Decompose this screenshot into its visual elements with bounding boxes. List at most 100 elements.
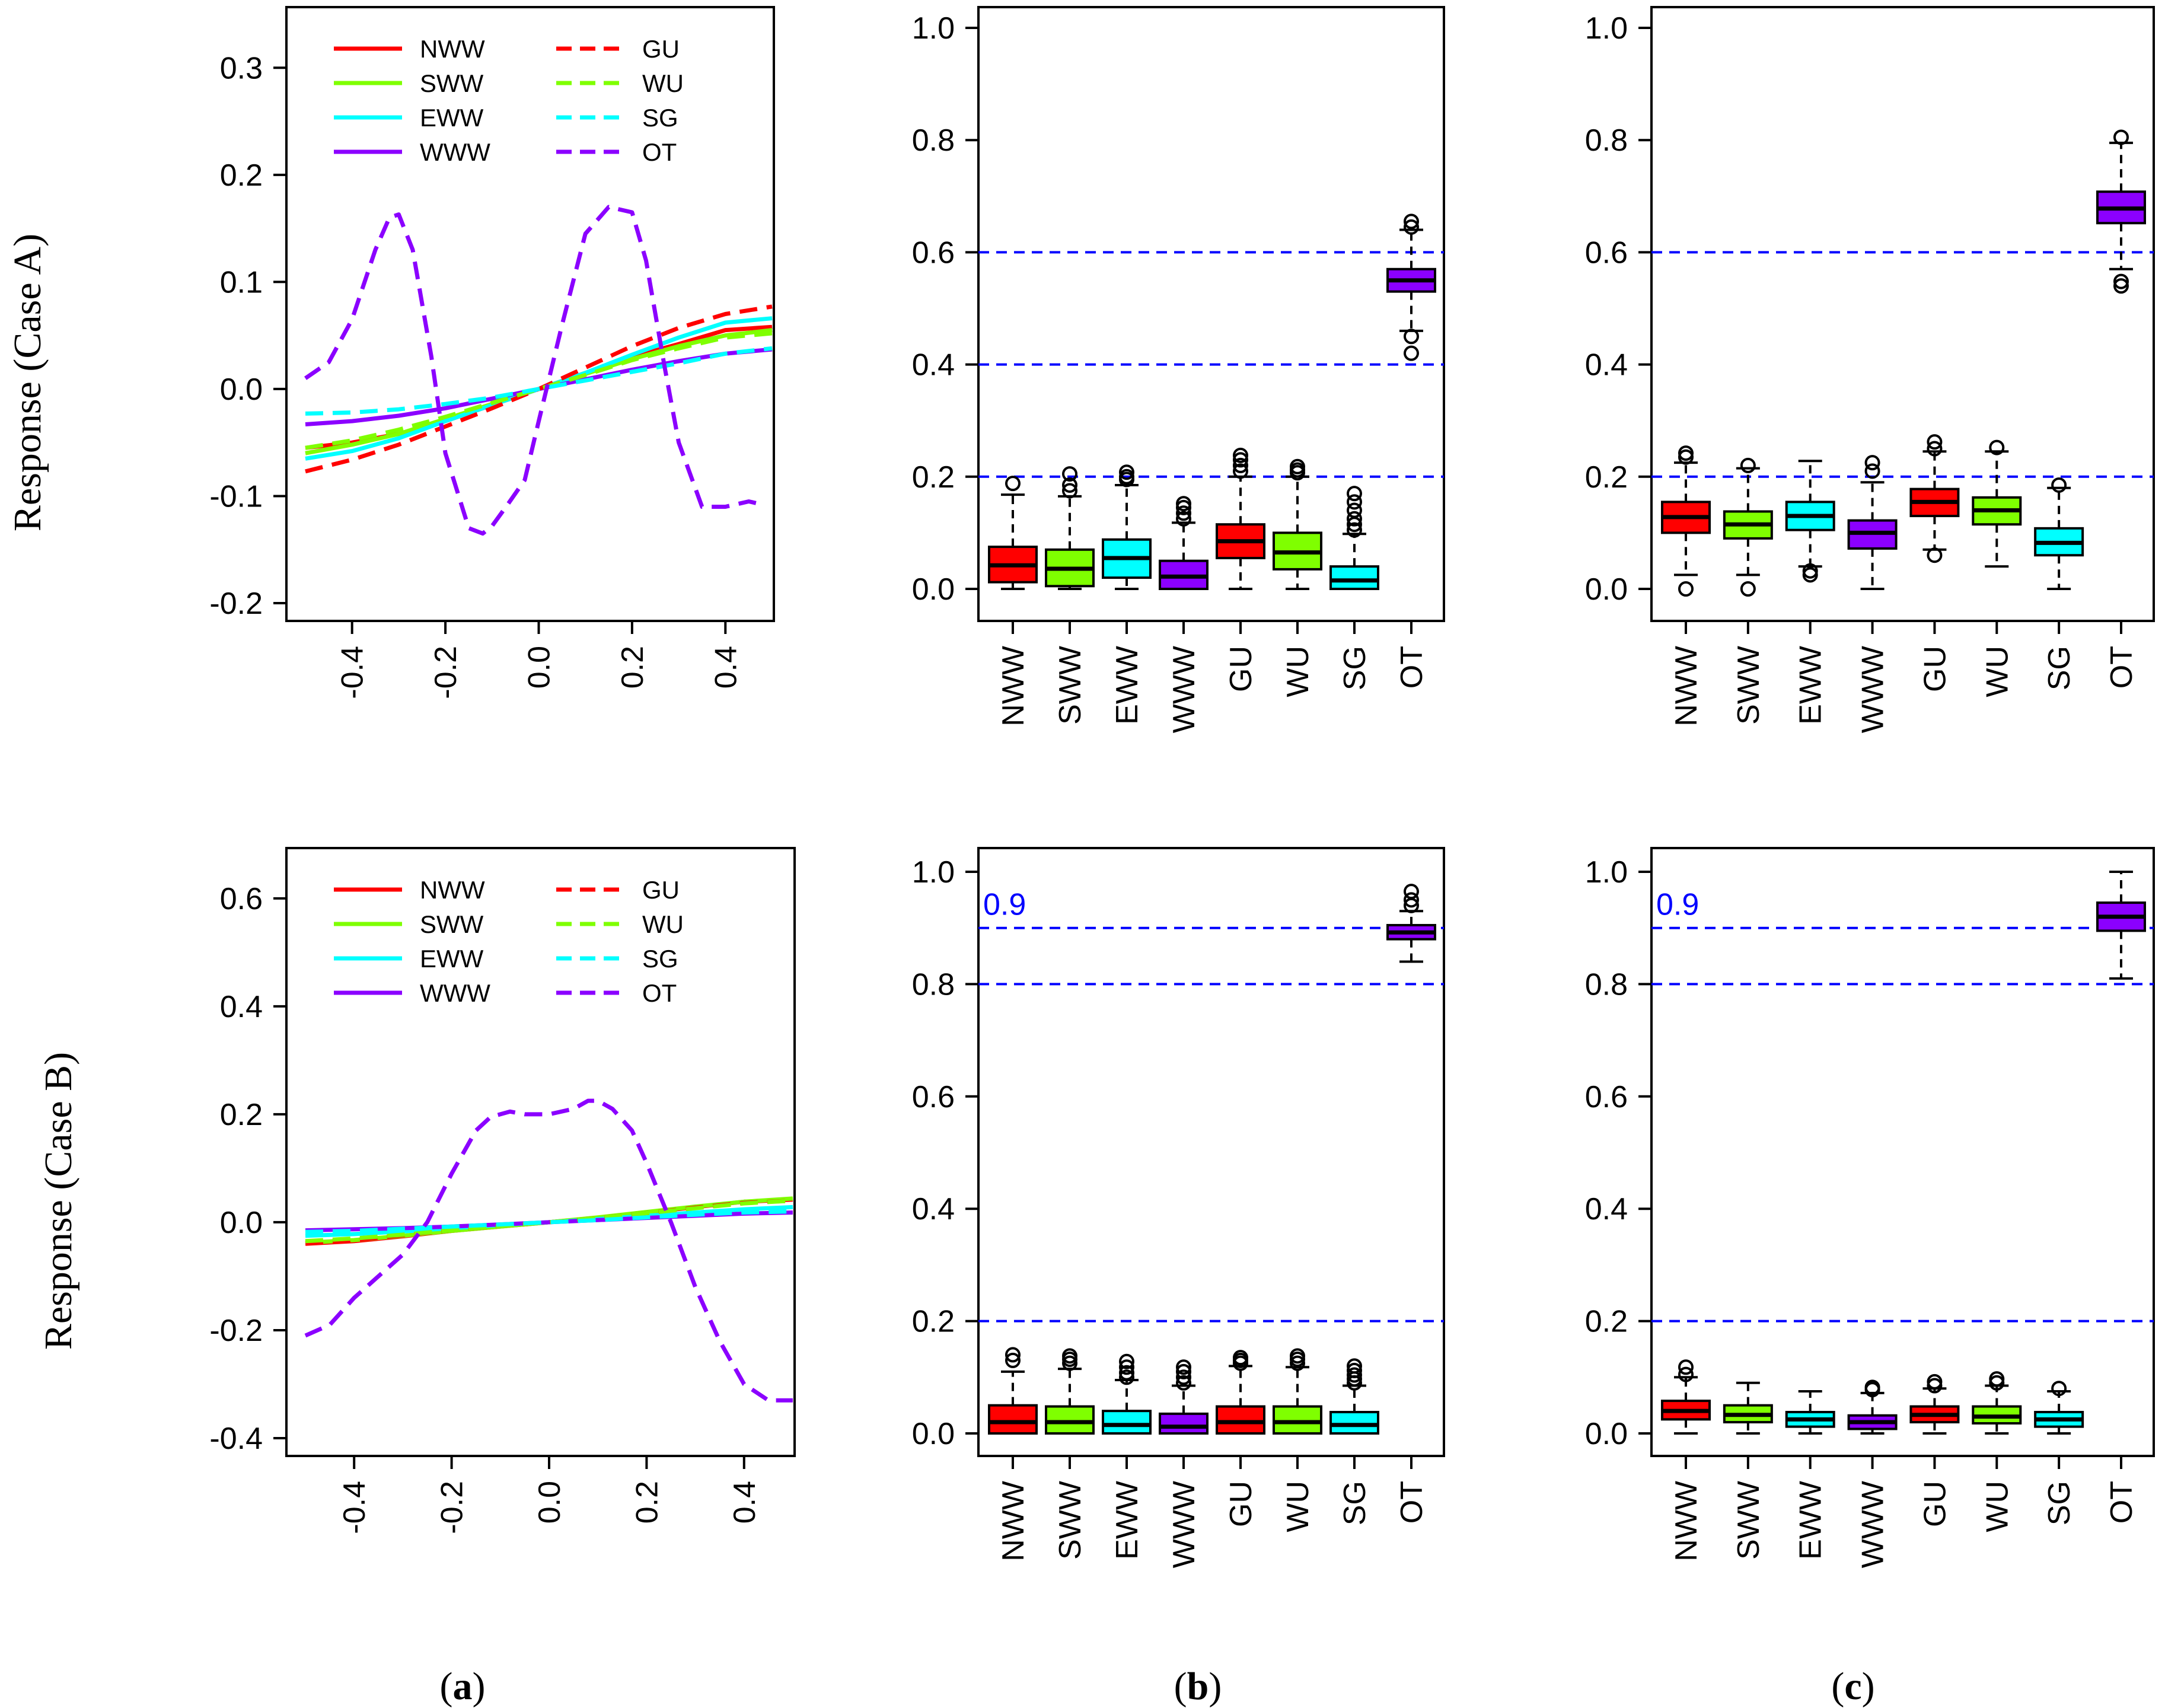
x-tick-label: OT [2105,646,2139,689]
y-tick-label: 0.6 [1585,235,1628,270]
legend-label-ot: OT [642,979,677,1007]
outlier-point [2113,129,2129,145]
outlier-point [1864,455,1880,471]
box-body [988,1404,1038,1435]
plot-frame [285,847,796,1457]
box-body [1102,1410,1152,1435]
box-body [1329,565,1379,590]
outlier-point [1404,884,1419,900]
box-wu [1273,1348,1322,1435]
y-tick-label: 0.6 [220,882,263,916]
x-tick-label: 0.4 [709,646,743,689]
y-tick-label: 0.0 [220,1206,263,1240]
x-tick-label: SWW [1053,646,1088,725]
x-tick-label: 0.4 [728,1481,762,1524]
x-tick-label: GU [1224,1481,1258,1527]
legend-label-gu: GU [642,35,680,63]
outlier-point [1119,1365,1134,1381]
outlier-point [1005,1352,1021,1368]
outlier-point [1176,511,1191,527]
box-nww [1661,445,1711,597]
box-ot [1386,884,1436,963]
row-label-case-b: Response (Case B) [37,1052,80,1350]
row-label-case-a: Response (Case A) [6,234,49,531]
outlier-point [2113,273,2129,289]
legend-label-sg: SG [642,945,678,973]
x-tick-label: WU [1281,1481,1315,1532]
outlier-point [1347,1362,1362,1378]
chart-case-a-response-curves: -0.2 -0.1 0.0 0.1 0.2 0.3 -0.4 -0.2 0.0 0.2 0.4 NWW… [209,6,775,699]
y-tick-label: 0.2 [912,460,955,495]
series-line-ot [304,1098,793,1403]
outlier-point [1176,496,1191,512]
legend-label-eww: EWW [420,945,484,973]
outlier-point [2113,278,2129,294]
y-tick-label: 0.0 [912,572,955,607]
box-gu [1909,434,1960,563]
x-tick-label: -0.2 [429,646,463,699]
outlier-point [1119,469,1134,485]
y-tick-label: 0.4 [1585,348,1628,383]
x-tick-label: NWW [996,646,1031,726]
outlier-point [1347,511,1362,527]
plot-frame [285,6,775,622]
y-tick-label: -0.4 [209,1422,263,1456]
outlier-point [2051,477,2067,493]
plot-frame [1650,6,2155,622]
series-line-ot [304,205,764,536]
chart-case-b-boxplot-c: 0.0 0.2 0.4 0.6 0.8 1.0 0.9 NWW SWW EWW WWW GU WU SG O… [1585,847,2155,1568]
outlier-point [1404,892,1419,908]
outlier-point [1290,458,1305,474]
box-eww [1102,1353,1152,1435]
x-tick-label: SG [1338,1481,1372,1525]
outlier-point [1347,494,1362,510]
box-body [1159,1412,1209,1435]
legend-label-nww: NWW [420,35,485,63]
y-tick-label: 0.8 [912,123,955,158]
legend-label-wu: WU [642,910,684,938]
box-www [1159,1359,1209,1435]
legend-label-eww: EWW [420,104,484,132]
y-tick-label: 0.8 [912,967,955,1002]
box-body [1216,1405,1265,1435]
outlier-point [1989,1371,2005,1387]
box-www [1159,496,1209,591]
y-tick-label: 0.2 [912,1305,955,1339]
x-tick-label: 0.2 [630,1481,664,1524]
box-sg [2034,477,2084,590]
box-ot [1386,214,1436,361]
x-tick-label: EWW [1794,646,1828,725]
x-tick-label: SWW [1732,1481,1766,1560]
outlier-point [1347,502,1362,518]
y-tick-label: -0.2 [209,587,263,621]
x-tick-label: NWW [1669,1481,1704,1562]
x-tick-label: 0.0 [533,1481,567,1524]
chart-case-a-boxplot-c: 0.0 0.2 0.4 0.6 0.8 1.0 NWW SWW EWW WWW GU WU SG OT [1585,6,2155,733]
outlier-point [1119,1359,1134,1375]
y-tick-label: 0.8 [1585,123,1628,158]
y-tick-label: 0.2 [220,1098,263,1132]
box-sww [1723,457,1773,597]
outlier-point [1864,463,1880,479]
y-tick-label: 0.0 [912,1417,955,1451]
outlier-point [1740,457,1756,473]
box-www [1847,455,1898,590]
outlier-point [1927,441,1943,457]
outlier-point [1176,1375,1191,1391]
y-tick-label: 0.6 [1585,1080,1628,1114]
y-tick-label: 0.0 [220,372,263,407]
legend-label-www: WWW [420,138,490,166]
box-wu [1273,458,1322,590]
x-tick-label: WWW [1856,1481,1890,1568]
y-tick-label: 0.1 [220,265,263,299]
box-eww [1785,1390,1835,1435]
outlier-point [1233,457,1248,473]
outlier-point [1864,1379,1880,1395]
outlier-point [1233,463,1248,479]
outlier-point [1233,452,1248,468]
outlier-point [1678,1366,1694,1382]
series-group [304,1098,793,1403]
x-tick-label: SWW [1732,646,1766,725]
outlier-point [1802,563,1818,579]
outlier-point [1119,464,1134,480]
